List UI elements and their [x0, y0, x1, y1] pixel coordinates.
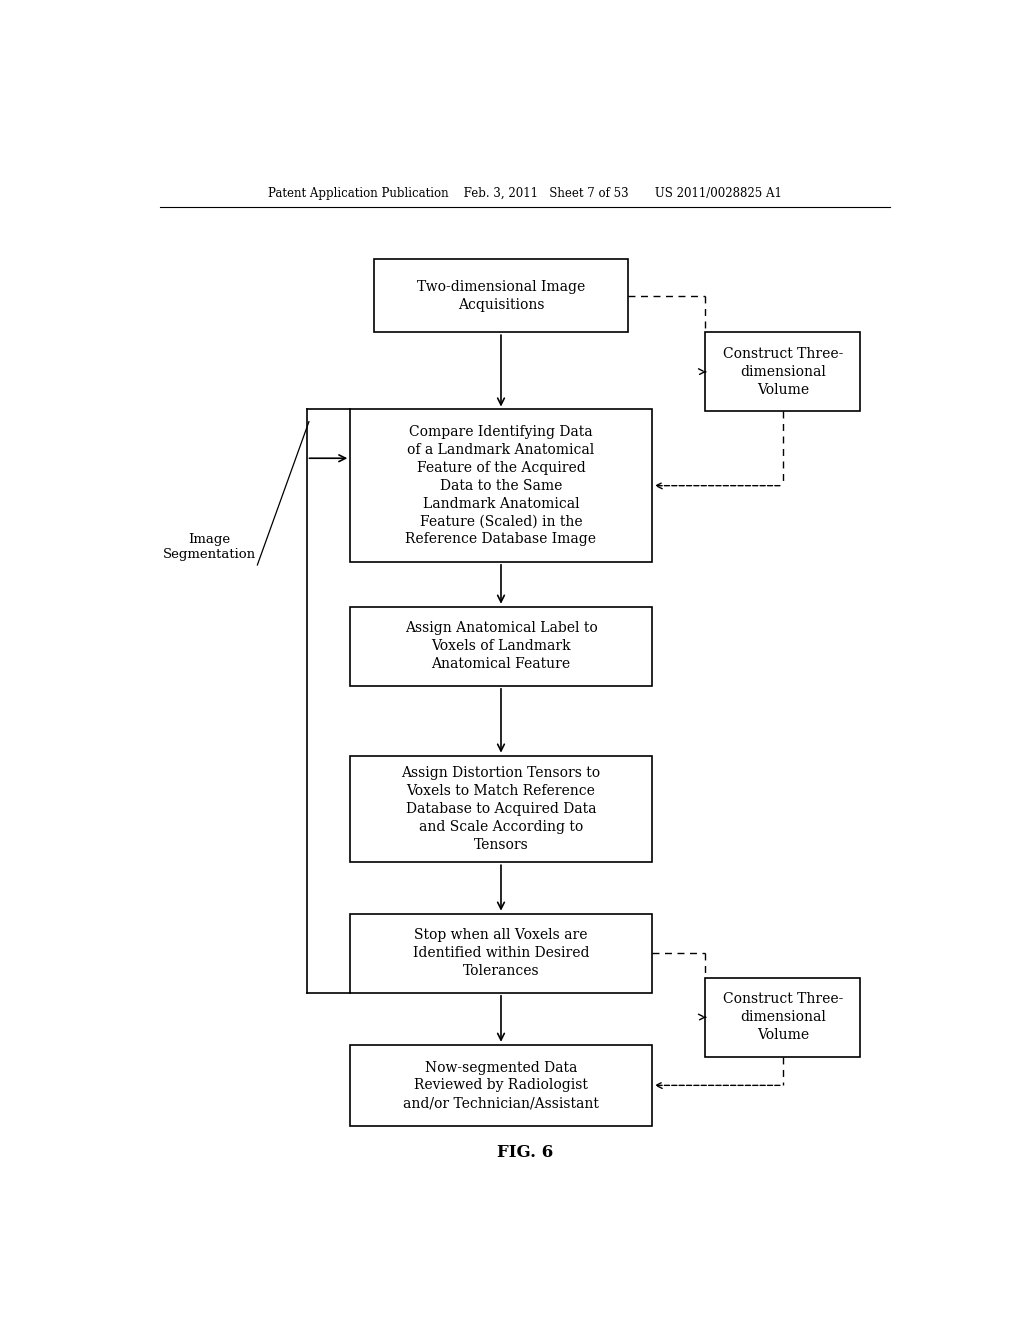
Bar [374, 259, 628, 333]
Text: Two-dimensional Image
Acquisitions: Two-dimensional Image Acquisitions [417, 280, 585, 312]
Text: Construct Three-
dimensional
Volume: Construct Three- dimensional Volume [723, 993, 843, 1041]
Text: FIG. 6: FIG. 6 [497, 1144, 553, 1160]
Text: Assign Anatomical Label to
Voxels of Landmark
Anatomical Feature: Assign Anatomical Label to Voxels of Lan… [404, 622, 597, 671]
Text: Construct Three-
dimensional
Volume: Construct Three- dimensional Volume [723, 347, 843, 397]
Bar [706, 333, 860, 412]
Bar [350, 913, 651, 993]
Bar [350, 409, 651, 562]
Bar [706, 978, 860, 1057]
Text: Assign Distortion Tensors to
Voxels to Match Reference
Database to Acquired Data: Assign Distortion Tensors to Voxels to M… [401, 766, 600, 851]
Bar [350, 1044, 651, 1126]
Text: Compare Identifying Data
of a Landmark Anatomical
Feature of the Acquired
Data t: Compare Identifying Data of a Landmark A… [406, 425, 597, 546]
Text: Patent Application Publication    Feb. 3, 2011   Sheet 7 of 53       US 2011/002: Patent Application Publication Feb. 3, 2… [268, 187, 781, 201]
Bar [350, 607, 651, 686]
Text: Stop when all Voxels are
Identified within Desired
Tolerances: Stop when all Voxels are Identified with… [413, 928, 589, 978]
Text: Image
Segmentation: Image Segmentation [163, 533, 256, 561]
Text: Now-segmented Data
Reviewed by Radiologist
and/or Technician/Assistant: Now-segmented Data Reviewed by Radiologi… [403, 1060, 599, 1110]
Bar [350, 755, 651, 862]
